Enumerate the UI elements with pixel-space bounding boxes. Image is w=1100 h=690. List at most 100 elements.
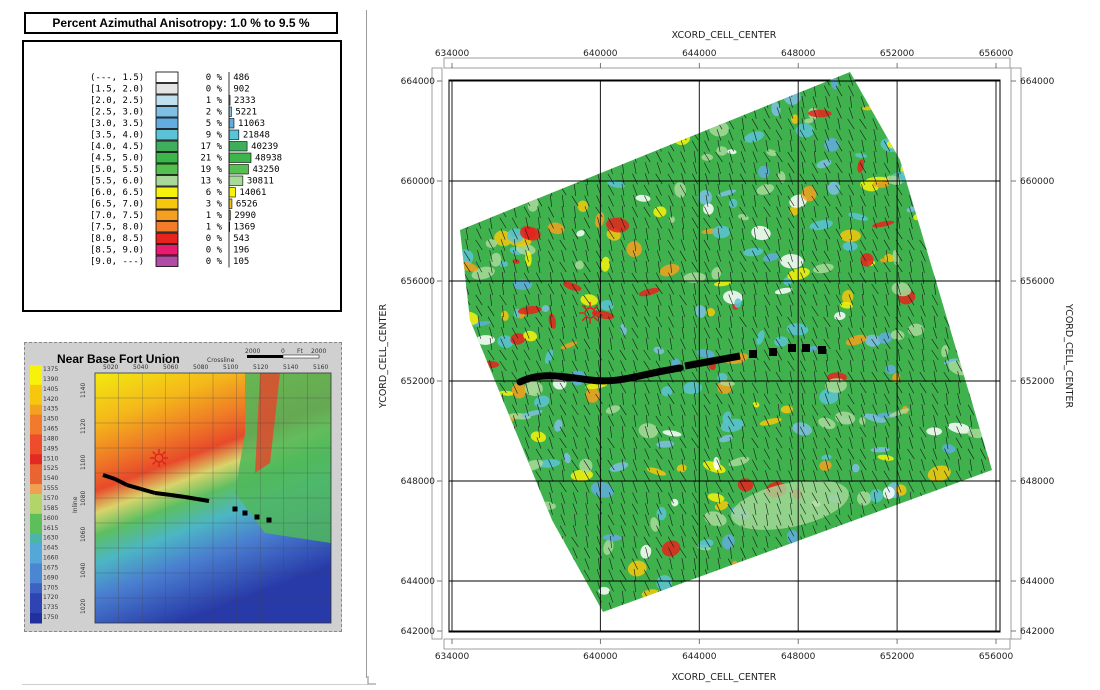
azimuth-tick xyxy=(657,74,661,86)
colorbar-label: 1645 xyxy=(43,545,58,552)
anisotropy-patch xyxy=(472,173,480,181)
azimuth-tick xyxy=(620,371,626,383)
azimuth-tick xyxy=(584,382,590,394)
azimuth-tick xyxy=(789,459,793,471)
colorbar-label: 1720 xyxy=(43,594,58,601)
azimuth-tick xyxy=(513,96,517,108)
azimuth-tick xyxy=(859,580,867,592)
azimuth-tick xyxy=(561,448,565,460)
azimuth-tick xyxy=(932,305,938,317)
colorbar-segment xyxy=(30,603,42,614)
azimuth-tick xyxy=(644,250,650,262)
azimuth-tick xyxy=(728,327,734,339)
azimuth-tick xyxy=(607,184,615,196)
anisotropy-patch xyxy=(507,98,518,115)
azimuth-tick xyxy=(741,129,745,141)
azimuth-tick xyxy=(980,492,986,504)
azimuth-tick xyxy=(607,118,615,130)
azimuth-tick xyxy=(477,140,481,152)
anisotropy-patch xyxy=(709,120,729,137)
azimuth-tick xyxy=(607,481,615,493)
azimuth-tick xyxy=(812,459,818,471)
anisotropy-patch xyxy=(839,229,861,242)
azimuth-tick xyxy=(682,381,684,395)
anisotropy-patch xyxy=(926,581,950,596)
azimuth-tick xyxy=(871,591,879,603)
azimuth-tick xyxy=(621,250,625,262)
anisotropy-patch xyxy=(728,456,750,467)
anisotropy-patch xyxy=(659,264,680,277)
anisotropy-patch xyxy=(516,243,536,256)
azimuth-tick xyxy=(801,162,805,174)
azimuth-tick xyxy=(944,448,950,460)
azimuth-tick xyxy=(837,74,841,86)
anisotropy-patch xyxy=(867,260,876,267)
anisotropy-patch xyxy=(777,570,796,578)
azimuth-tick xyxy=(788,239,794,251)
azimuth-tick xyxy=(824,558,830,570)
azimuth-tick xyxy=(464,614,469,625)
azimuth-tick xyxy=(787,184,795,196)
azimuth-tick xyxy=(909,371,913,383)
azimuth-tick xyxy=(885,96,889,108)
azimuth-tick xyxy=(946,293,948,307)
azimuth-tick xyxy=(454,470,457,482)
azimuth-tick xyxy=(572,272,578,284)
azimuth-tick xyxy=(691,195,699,207)
anisotropy-patch xyxy=(698,190,712,205)
azimuth-tick xyxy=(884,492,890,504)
azimuth-tick xyxy=(823,426,831,438)
azimuth-tick xyxy=(729,162,733,174)
azimuth-tick xyxy=(465,118,469,130)
anisotropy-patch xyxy=(827,372,847,383)
azimuth-tick xyxy=(994,602,996,614)
azimuth-tick xyxy=(453,217,458,228)
y-tick-label-left: 664000 xyxy=(401,77,436,87)
azimuth-tick xyxy=(511,558,519,570)
anisotropy-patch xyxy=(976,503,987,512)
azimuth-tick xyxy=(608,602,614,612)
azimuth-tick xyxy=(670,260,672,274)
azimuth-tick xyxy=(572,294,578,306)
azimuth-tick xyxy=(955,338,963,350)
anisotropy-patch xyxy=(811,500,821,507)
azimuth-tick xyxy=(777,140,781,152)
azimuth-tick xyxy=(775,437,783,449)
azimuth-tick xyxy=(955,415,963,427)
anisotropy-patch xyxy=(786,529,799,545)
legend-range-label: [7.5, 8.0) xyxy=(90,223,144,233)
anisotropy-patch xyxy=(720,418,744,433)
azimuth-tick xyxy=(883,338,891,350)
azimuth-tick xyxy=(548,261,554,273)
azimuth-tick xyxy=(477,162,481,174)
azimuth-tick xyxy=(787,261,795,273)
azimuth-tick xyxy=(476,536,482,548)
anisotropy-patch xyxy=(792,422,813,436)
azimuth-tick xyxy=(979,184,987,196)
azimuth-tick xyxy=(452,130,457,141)
azimuth-tick xyxy=(573,349,577,361)
azimuth-tick xyxy=(668,195,674,207)
azimuth-tick xyxy=(501,426,505,438)
anisotropy-patch xyxy=(845,334,867,346)
azimuth-tick xyxy=(478,502,480,516)
azimuth-tick xyxy=(886,580,888,592)
azimuth-tick xyxy=(802,228,804,240)
azimuth-tick xyxy=(500,415,506,427)
azimuth-tick xyxy=(824,283,830,295)
azimuth-tick xyxy=(801,580,805,592)
azimuth-tick xyxy=(909,404,913,416)
azimuth-tick xyxy=(596,239,602,251)
inset-well-path-segment xyxy=(170,493,186,499)
azimuth-tick xyxy=(488,107,494,119)
anisotropy-patch xyxy=(460,239,462,248)
azimuth-tick xyxy=(763,360,771,372)
anisotropy-patch xyxy=(958,276,965,286)
azimuth-tick xyxy=(980,316,986,328)
azimuth-tick xyxy=(667,140,675,152)
azimuth-tick xyxy=(933,283,937,295)
azimuth-tick xyxy=(584,162,590,174)
azimuth-tick xyxy=(668,602,674,612)
anisotropy-patch xyxy=(696,544,711,551)
azimuth-tick xyxy=(655,415,663,427)
